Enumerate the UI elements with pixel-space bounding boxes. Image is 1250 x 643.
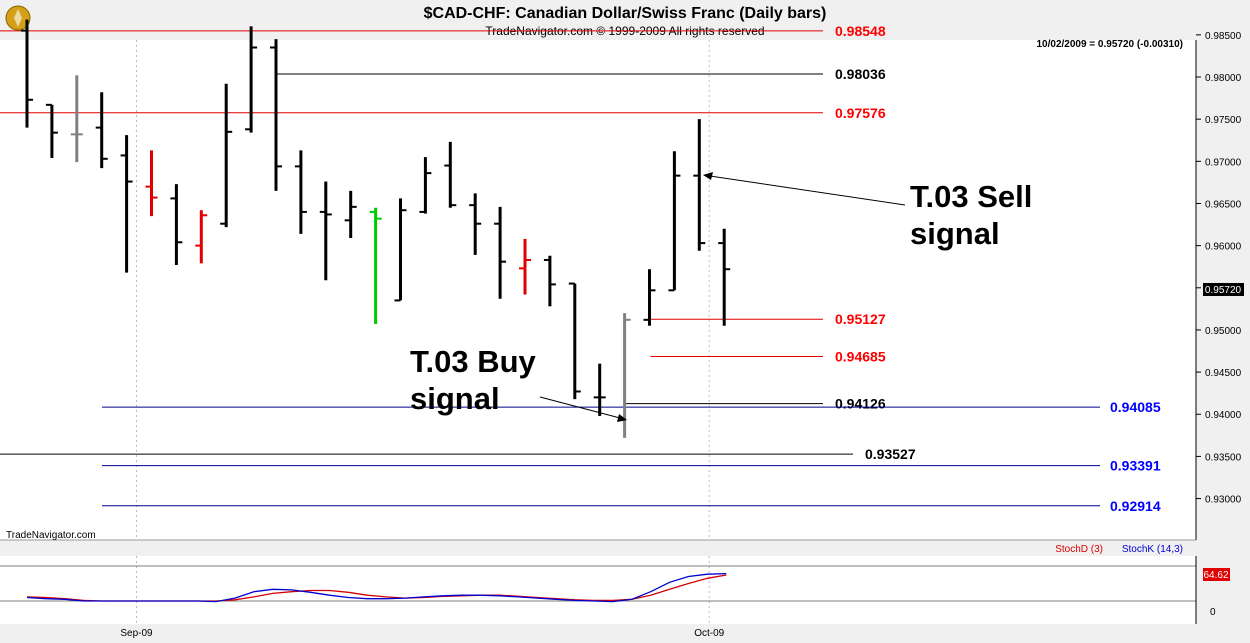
price-tick-label: 0.98000 [1205,73,1242,84]
price-tick-label: 0.97500 [1205,115,1242,126]
sell-signal-text-2: signal [910,216,1000,251]
price-tick-label: 0.93500 [1205,452,1242,463]
price-panel [0,40,1196,540]
price-tick-label: 0.97000 [1205,157,1242,168]
level-label: 0.97576 [835,105,886,121]
price-tick-label: 0.96000 [1205,242,1242,253]
sell-signal-annotation: T.03 Sell signal [703,172,1032,251]
stoch-value-tag: 64.62 [1203,568,1230,581]
stoch-k-line [26,572,727,603]
level-label: 0.93391 [1110,458,1161,474]
level-label: 0.93527 [865,446,916,462]
last-price-tag: 0.95720 [1203,283,1244,296]
level-label: 0.95127 [835,311,886,327]
last-price-label: 0.95720 [1205,285,1242,296]
price-tick-label: 0.96500 [1205,199,1242,210]
level-label: 0.98548 [835,23,886,39]
date-tick-label: Sep-09 [120,628,153,639]
ohlc-bars [21,19,731,438]
stoch-k-legend: StochK (14,3) [1122,544,1183,555]
buy-signal-text-1: T.03 Buy [410,344,537,379]
sell-signal-arrow [709,175,906,206]
buy-signal-text-2: signal [410,381,500,416]
logo-icon [5,5,31,31]
grid [136,40,710,624]
price-tick-label: 0.98500 [1205,31,1242,42]
date-tick-label: Oct-09 [694,628,724,639]
chart-title: $CAD-CHF: Canadian Dollar/Swiss Franc (D… [424,5,827,22]
watermark: TradeNavigator.com [6,530,96,541]
support-resistance-levels: 0.98548 0.98036 0.97576 0.95127 0.94685 0.941… [0,23,1161,514]
buy-signal-annotation: T.03 Buy signal [410,344,627,422]
level-label: 0.92914 [1110,498,1161,514]
buy-arrow-head-icon [617,414,627,422]
sell-arrow-head-icon [703,172,713,180]
level-label: 0.94085 [1110,399,1161,415]
stoch-zero-tick: 0 [1210,607,1216,618]
sell-signal-text-1: T.03 Sell [910,179,1032,214]
price-tick-label: 0.94500 [1205,368,1242,379]
stoch-value-label: 64.62 [1203,570,1228,581]
stoch-d-legend: StochD (3) [1055,544,1103,555]
price-tick-label: 0.93000 [1205,495,1242,506]
date-axis: Sep-09 Oct-09 [120,628,724,639]
price-tick-label: 0.95000 [1205,326,1242,337]
level-label: 0.98036 [835,66,886,82]
stochastic-lines [26,572,727,603]
buy-signal-arrow [539,396,621,419]
level-label: 0.94685 [835,348,886,364]
level-label: 0.94126 [835,396,886,412]
stochastic-panel [0,556,1196,624]
price-tick-label: 0.94000 [1205,410,1242,421]
quote-readout: 10/02/2009 = 0.95720 (-0.00310) [1036,39,1183,50]
